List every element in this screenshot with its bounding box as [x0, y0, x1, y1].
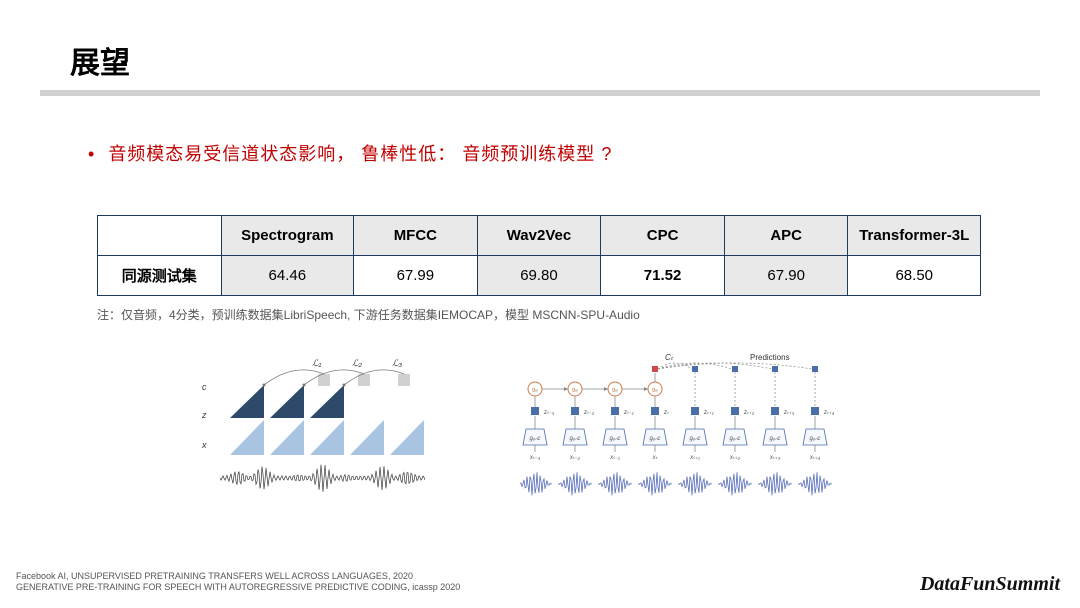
fig1-waveform [220, 460, 425, 496]
citation-1: Facebook AI, UNSUPERVISED PRETRAINING TR… [16, 571, 460, 583]
table-header: Transformer-3L [848, 216, 981, 256]
slide-title: 展望 [70, 38, 130, 82]
slide: 展望 • 音频模态易受信道状态影响， 鲁棒性低： 音频预训练模型 ? Spect… [0, 0, 1080, 608]
table-header: CPC [601, 216, 725, 256]
citations: Facebook AI, UNSUPERVISED PRETRAINING TR… [16, 571, 460, 594]
svg-text:xₜ₊₂: xₜ₊₂ [729, 455, 741, 461]
table-header: MFCC [354, 216, 478, 256]
fig2-waveform [520, 467, 850, 501]
cpc-diagram: Cₜ Predictions gₑₙczₜ₋₃xₜ₋₃gₑₙczₜ₋₂xₜ₋₂g… [520, 355, 850, 505]
svg-text:gₑₙc: gₑₙc [689, 436, 700, 442]
svg-text:gₑₙc: gₑₙc [649, 436, 660, 442]
fig1-row-x: x [202, 440, 207, 450]
table-note: 注：仅音频，4分类，预训练数据集LibriSpeech, 下游任务数据集IEMO… [97, 306, 640, 323]
table-cell: 67.99 [354, 256, 478, 296]
svg-text:xₜ₊₃: xₜ₊₃ [769, 455, 781, 461]
svg-text:xₜ₋₃: xₜ₋₃ [529, 455, 541, 461]
svg-text:gₑₙc: gₑₙc [529, 436, 540, 442]
svg-text:gₐᵣ: gₐᵣ [572, 387, 579, 393]
svg-text:xₜ₊₁: xₜ₊₁ [689, 455, 700, 461]
title-rule [40, 90, 1040, 96]
svg-text:gₐᵣ: gₐᵣ [612, 387, 619, 393]
svg-text:gₑₙc: gₑₙc [809, 436, 820, 442]
svg-text:zₜ₊₄: zₜ₊₄ [823, 410, 835, 416]
svg-text:zₜ₋₂: zₜ₋₂ [583, 410, 595, 416]
apc-diagram: c z x ℒ₁ ℒ₂ ℒ₃ [200, 360, 425, 500]
svg-text:zₜ₊₃: zₜ₊₃ [783, 410, 795, 416]
table-cell: 68.50 [848, 256, 981, 296]
svg-text:xₜ₊₄: xₜ₊₄ [809, 455, 821, 461]
svg-text:gₑₙc: gₑₙc [729, 436, 740, 442]
table-cell: 69.80 [477, 256, 601, 296]
svg-text:zₜ₋₃: zₜ₋₃ [543, 410, 555, 416]
table-header: APC [724, 216, 848, 256]
table-cell: 64.46 [221, 256, 353, 296]
fig2-svg: gₑₙc zₜ₋₃ xₜ₋₃ gₑₙc zₜ₋₂ xₜ₋₂ gₑₙc zₜ₋₁ xₜ₋₁ gₑₙc… [520, 355, 850, 467]
table-cell: 71.52 [601, 256, 725, 296]
svg-text:gₑₙc: gₑₙc [569, 436, 580, 442]
citation-2: GENERATIVE PRE-TRAINING FOR SPEECH WITH … [16, 582, 460, 594]
svg-text:xₜ₋₂: xₜ₋₂ [569, 455, 581, 461]
svg-text:zₜ₊₂: zₜ₊₂ [743, 410, 755, 416]
svg-text:gₐᵣ: gₐᵣ [652, 387, 659, 393]
results-table: SpectrogramMFCCWav2VecCPCAPCTransformer-… [97, 215, 981, 296]
table-header: Spectrogram [221, 216, 353, 256]
table-header [98, 216, 222, 256]
svg-text:gₑₙc: gₑₙc [769, 436, 780, 442]
svg-text:zₜ₊₁: zₜ₊₁ [703, 410, 714, 416]
fig1-row-z: z [202, 410, 207, 420]
bullet-dot: • [88, 145, 94, 163]
table-header: Wav2Vec [477, 216, 601, 256]
svg-text:gₐᵣ: gₐᵣ [532, 387, 539, 393]
table-cell: 67.90 [724, 256, 848, 296]
brand-logo: DataFunSummit [920, 573, 1060, 596]
table-row-header: 同源测试集 [98, 256, 222, 296]
svg-text:xₜ₋₁: xₜ₋₁ [609, 455, 620, 461]
fig1-svg [220, 360, 425, 460]
svg-text:xₜ: xₜ [652, 455, 658, 461]
bullet-row: • 音频模态易受信道状态影响， 鲁棒性低： 音频预训练模型 ? [88, 140, 612, 166]
svg-text:gₑₙc: gₑₙc [609, 436, 620, 442]
svg-text:zₜ: zₜ [663, 410, 669, 416]
bullet-text: 音频模态易受信道状态影响， 鲁棒性低： 音频预训练模型 ? [108, 140, 612, 166]
svg-text:zₜ₋₁: zₜ₋₁ [623, 410, 634, 416]
fig1-row-c: c [202, 382, 207, 392]
